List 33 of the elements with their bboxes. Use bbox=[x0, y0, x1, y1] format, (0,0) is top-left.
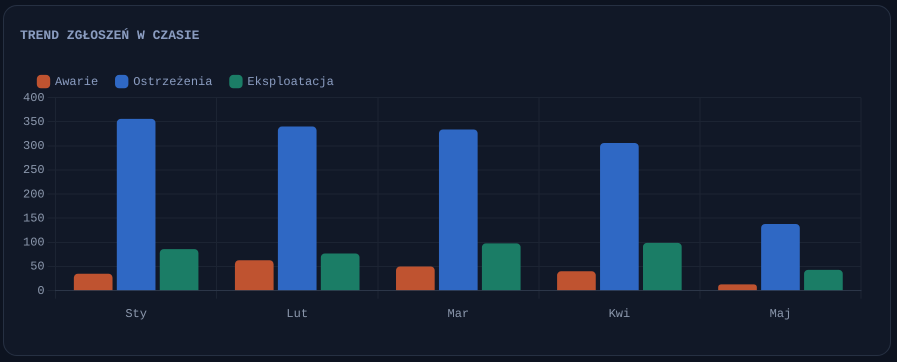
legend-label: Ostrzeżenia bbox=[133, 74, 212, 89]
y-tick-label: 200 bbox=[22, 187, 45, 202]
bar bbox=[761, 224, 800, 290]
y-tick-label: 350 bbox=[22, 114, 45, 129]
legend-label: Eksploatacja bbox=[247, 74, 334, 89]
y-tick-label: 0 bbox=[37, 284, 45, 298]
y-tick-label: 300 bbox=[22, 139, 45, 154]
bar bbox=[320, 253, 360, 290]
chart-title: TREND ZGŁOSZEŃ W CZASIE bbox=[20, 28, 200, 44]
bar bbox=[160, 249, 198, 290]
x-tick-label: Lut bbox=[286, 306, 308, 321]
legend-label: Awarie bbox=[55, 74, 98, 89]
y-tick-label: 400 bbox=[22, 90, 45, 105]
bar bbox=[74, 274, 113, 290]
y-tick-label: 100 bbox=[22, 236, 45, 250]
bar bbox=[396, 266, 435, 290]
bar bbox=[600, 142, 639, 290]
bar bbox=[804, 270, 843, 290]
bar bbox=[643, 242, 682, 290]
bar bbox=[718, 284, 757, 290]
bar bbox=[234, 260, 274, 290]
x-tick-label: Kwi bbox=[608, 306, 630, 321]
bar bbox=[438, 129, 478, 290]
y-tick-label: 50 bbox=[30, 260, 45, 274]
y-tick-label: 150 bbox=[22, 211, 45, 226]
bar bbox=[278, 126, 317, 290]
bar bbox=[482, 243, 521, 290]
bar bbox=[557, 271, 596, 290]
x-tick-label: Sty bbox=[125, 306, 147, 321]
x-tick-label: Mar bbox=[447, 306, 470, 321]
bar bbox=[116, 118, 156, 290]
y-tick-label: 250 bbox=[22, 163, 45, 178]
x-tick-label: Maj bbox=[770, 306, 792, 321]
